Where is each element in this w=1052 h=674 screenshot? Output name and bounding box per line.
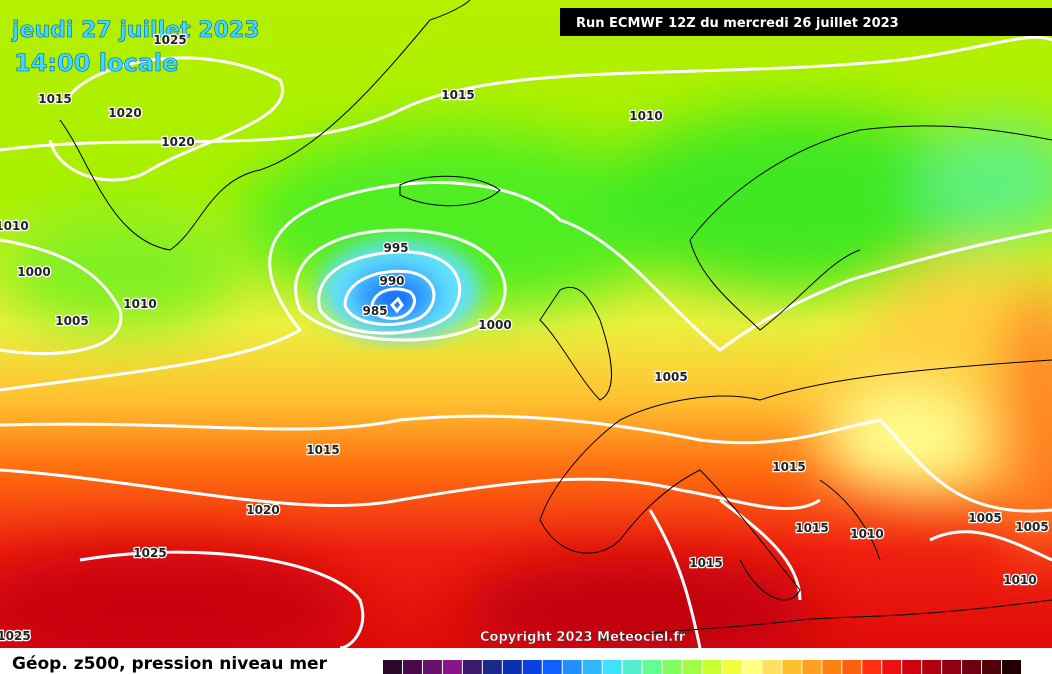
- isobar-label: 1015: [795, 521, 828, 535]
- colorbar-swatch: [422, 660, 442, 674]
- isobar-label: 1015: [689, 556, 722, 570]
- colorbar-swatch: [522, 660, 542, 674]
- colorbar-swatch: [962, 660, 982, 674]
- colorbar-swatch: [802, 660, 822, 674]
- isobar-label: 1000: [17, 265, 50, 279]
- isobar-label: 1000: [478, 318, 511, 332]
- isobar-label: 1010: [629, 109, 662, 123]
- colorbar-swatch: [582, 660, 602, 674]
- colorbar-swatch: [562, 660, 582, 674]
- isobar-label: 1010: [850, 527, 883, 541]
- run-label: Run ECMWF 12Z du mercredi 26 juillet 202…: [576, 16, 899, 31]
- copyright: Copyright 2023 Meteociel.fr: [480, 630, 686, 645]
- date-label: jeudi 27 juillet 2023: [11, 18, 260, 43]
- isobar-label: 1010: [1003, 573, 1036, 587]
- isobar-label: 1005: [1015, 520, 1048, 534]
- colorbar-swatch: [642, 660, 662, 674]
- isobar-label: 1015: [441, 88, 474, 102]
- colorbar-swatch: [722, 660, 742, 674]
- colorbar-swatch: [862, 660, 882, 674]
- colorbar-swatch: [1002, 660, 1021, 674]
- colorbar-swatch: [702, 660, 722, 674]
- isobar-label: 1015: [772, 460, 805, 474]
- colorbar-swatch: [822, 660, 842, 674]
- isobar-label: 1005: [654, 370, 687, 384]
- time-label: 14:00 locale: [14, 49, 178, 77]
- colorbar-swatch: [542, 660, 562, 674]
- isobar-label: 1010: [0, 219, 29, 233]
- colorbar-swatch: [482, 660, 502, 674]
- isobar-label: 1020: [108, 106, 141, 120]
- colorbar-swatch: [922, 660, 942, 674]
- colorbar-swatch: [942, 660, 962, 674]
- isobar-label: 1015: [306, 443, 339, 457]
- isobar-label: 1025: [0, 629, 31, 643]
- colorbar-swatch: [882, 660, 902, 674]
- isobar-label: 1025: [133, 546, 166, 560]
- colorbar-swatch: [462, 660, 482, 674]
- colorbar-swatch: [502, 660, 522, 674]
- colorbar-swatch: [842, 660, 862, 674]
- isobar-label: 995: [383, 241, 408, 255]
- isobar-label: 1005: [55, 314, 88, 328]
- isobar-label: 1020: [161, 135, 194, 149]
- colorbar-swatch: [762, 660, 782, 674]
- colorbar-swatch: [402, 660, 422, 674]
- colorbar-swatch: [782, 660, 802, 674]
- isobar-label: 1020: [246, 503, 279, 517]
- isobar-label: 1010: [123, 297, 156, 311]
- colorbar-swatch: [982, 660, 1002, 674]
- isobar-label: 1015: [38, 92, 71, 106]
- isobar-label: 990: [379, 274, 404, 288]
- colorbar-swatch: [742, 660, 762, 674]
- isobar-label: 985: [362, 304, 387, 318]
- colorbar-swatch: [682, 660, 702, 674]
- isobar-label: 1025: [153, 33, 186, 47]
- isobar-label: 1005: [968, 511, 1001, 525]
- colorbar-swatch: [442, 660, 462, 674]
- colorbar-swatch: [662, 660, 682, 674]
- run-banner: [560, 8, 1052, 36]
- colorbar-swatch: [383, 660, 402, 674]
- colorbar-swatch: [622, 660, 642, 674]
- colorbar-swatch: [602, 660, 622, 674]
- legend-title: Géop. z500, pression niveau mer: [12, 654, 328, 674]
- colorbar-swatch: [902, 660, 922, 674]
